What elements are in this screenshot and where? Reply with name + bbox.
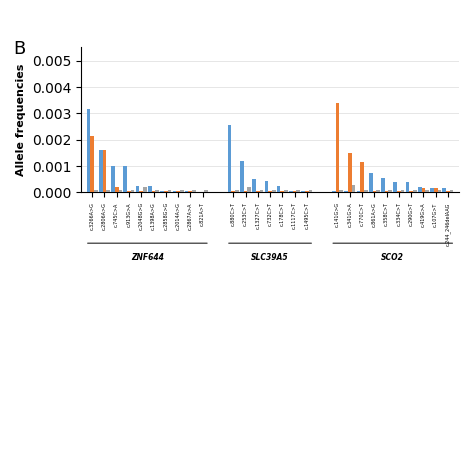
Y-axis label: Allele frequencies: Allele frequencies: [16, 64, 27, 176]
Bar: [393, 182, 397, 192]
Bar: [446, 191, 450, 192]
Bar: [293, 191, 296, 192]
Bar: [168, 190, 171, 192]
Bar: [376, 190, 380, 192]
Bar: [189, 191, 192, 192]
Bar: [438, 190, 441, 192]
Bar: [410, 191, 413, 192]
Bar: [148, 186, 152, 192]
Bar: [364, 190, 368, 192]
Bar: [356, 191, 360, 192]
Bar: [106, 190, 110, 192]
Bar: [418, 187, 421, 192]
Bar: [352, 184, 356, 192]
Bar: [309, 190, 312, 192]
Bar: [102, 150, 106, 192]
Bar: [360, 162, 364, 192]
Bar: [252, 179, 256, 192]
Bar: [301, 191, 305, 192]
Bar: [94, 190, 98, 192]
Bar: [336, 103, 339, 192]
Bar: [180, 190, 183, 192]
Bar: [369, 173, 373, 192]
Bar: [143, 187, 147, 192]
Bar: [406, 182, 410, 192]
Bar: [260, 190, 264, 192]
Bar: [99, 150, 102, 192]
Bar: [381, 178, 385, 192]
Bar: [247, 187, 251, 192]
Bar: [289, 191, 293, 192]
Bar: [118, 190, 122, 192]
Bar: [425, 190, 429, 192]
Bar: [139, 191, 143, 192]
Bar: [235, 190, 239, 192]
Text: SLC39A5: SLC39A5: [251, 253, 289, 262]
Bar: [173, 191, 176, 192]
Bar: [284, 190, 288, 192]
Bar: [268, 191, 272, 192]
Bar: [244, 191, 247, 192]
Bar: [264, 181, 268, 192]
Bar: [339, 190, 343, 192]
Bar: [228, 125, 231, 192]
Bar: [176, 191, 180, 192]
Bar: [344, 191, 348, 192]
Bar: [111, 166, 115, 192]
Bar: [164, 191, 168, 192]
Bar: [348, 153, 352, 192]
Text: ZNF644: ZNF644: [131, 253, 164, 262]
Text: B: B: [13, 40, 25, 58]
Bar: [401, 190, 404, 192]
Bar: [192, 190, 196, 192]
Bar: [185, 191, 189, 192]
Bar: [152, 191, 155, 192]
Bar: [385, 191, 389, 192]
Bar: [115, 187, 118, 192]
Bar: [277, 186, 281, 192]
Bar: [305, 191, 309, 192]
Bar: [421, 189, 425, 192]
Bar: [450, 190, 454, 192]
Bar: [272, 190, 275, 192]
Bar: [373, 191, 376, 192]
Bar: [160, 191, 164, 192]
Bar: [413, 190, 417, 192]
Text: SCO2: SCO2: [381, 253, 404, 262]
Bar: [127, 191, 131, 192]
Bar: [296, 190, 300, 192]
Bar: [256, 191, 260, 192]
Bar: [123, 166, 127, 192]
Bar: [131, 190, 135, 192]
Bar: [87, 109, 91, 192]
Bar: [430, 188, 434, 192]
Bar: [136, 186, 139, 192]
Bar: [155, 190, 159, 192]
Bar: [389, 190, 392, 192]
Bar: [442, 189, 446, 192]
Bar: [231, 191, 235, 192]
Bar: [281, 191, 284, 192]
Bar: [397, 191, 401, 192]
Bar: [204, 190, 208, 192]
Bar: [91, 136, 94, 192]
Bar: [332, 191, 336, 192]
Bar: [240, 161, 244, 192]
Bar: [434, 189, 438, 192]
